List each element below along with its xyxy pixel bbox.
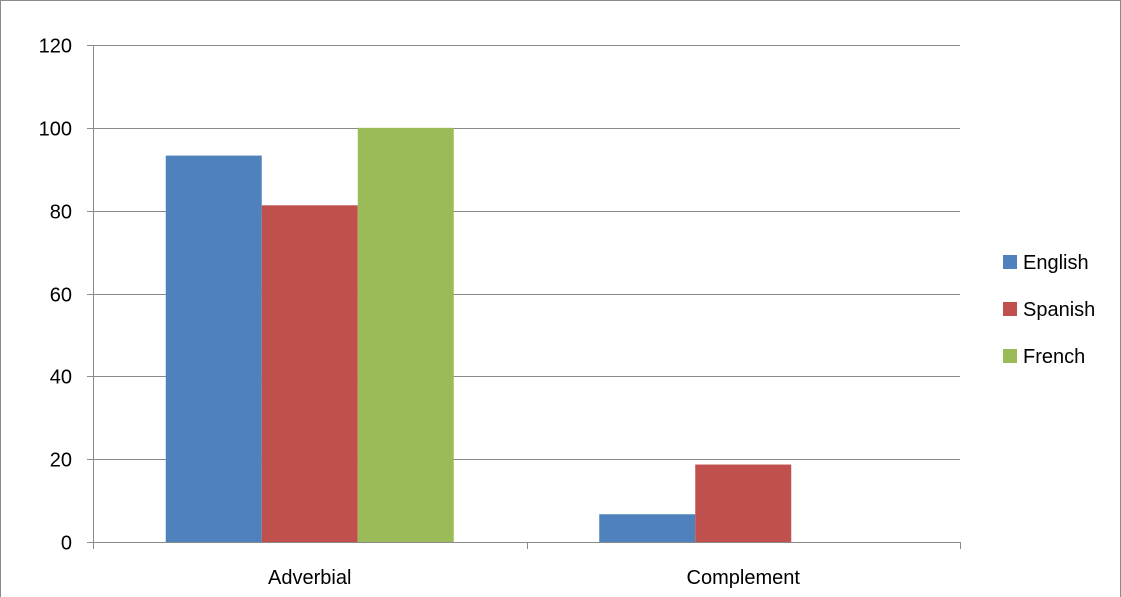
legend-swatch-spanish bbox=[1003, 302, 1017, 316]
axes bbox=[87, 45, 961, 549]
y-tick-label: 80 bbox=[50, 202, 72, 224]
y-axis-tick-labels: 0 20 40 60 80 100 120 bbox=[39, 36, 72, 555]
bars bbox=[165, 127, 792, 542]
legend: English Spanish French bbox=[1003, 252, 1095, 368]
bar-english-complement bbox=[599, 514, 696, 542]
y-tick-label: 20 bbox=[50, 450, 72, 472]
x-category-label: Adverbial bbox=[268, 567, 351, 589]
legend-label-french: French bbox=[1023, 346, 1085, 368]
bar-spanish-complement bbox=[695, 464, 792, 542]
legend-swatch-english bbox=[1003, 255, 1017, 269]
y-tick-label: 60 bbox=[50, 285, 72, 307]
legend-swatch-french bbox=[1003, 349, 1017, 363]
y-tick-label: 120 bbox=[39, 36, 72, 58]
y-tick-label: 0 bbox=[61, 533, 72, 555]
x-category-label: Complement bbox=[687, 567, 801, 589]
x-axis-tick-labels: Adverbial Complement bbox=[268, 567, 800, 589]
legend-label-english: English bbox=[1023, 252, 1089, 274]
bar-french-adverbial bbox=[357, 127, 454, 542]
bar-english-adverbial bbox=[165, 155, 262, 542]
bar-spanish-adverbial bbox=[261, 205, 358, 542]
legend-label-spanish: Spanish bbox=[1023, 299, 1095, 321]
y-tick-label: 100 bbox=[39, 119, 72, 141]
y-tick-label: 40 bbox=[50, 367, 72, 389]
